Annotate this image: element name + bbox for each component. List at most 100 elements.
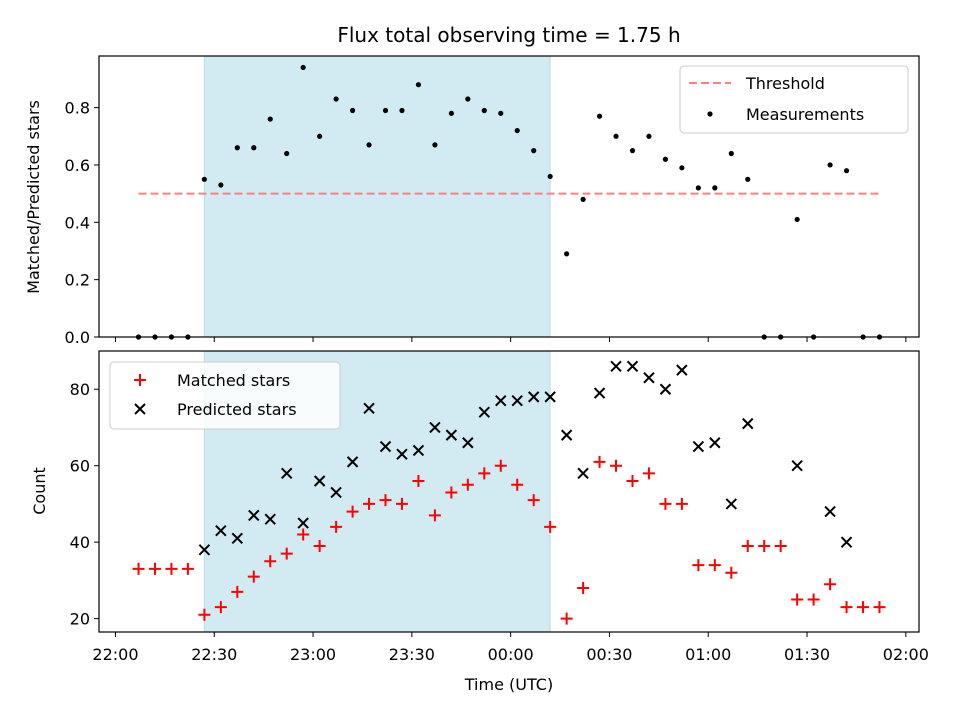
predicted-star-point [659,383,672,395]
measurement-point [349,107,356,114]
bottom-x-ticks: 22:00 22:30 23:00 23:30 00:00 00:30 01:00 01:30… [92,632,929,664]
predicted-star-point [791,459,803,472]
predicted-star-point [445,429,458,441]
matched-star-point [577,582,590,595]
measurement-point [498,110,504,116]
measurement-point [843,168,850,174]
legend-predicted-marker [134,403,146,415]
y-tick-label: 0.8 [65,99,90,118]
x-tick-label: 22:30 [191,645,237,664]
bottom-y-ticks: 20 40 60 80 [70,380,99,629]
matched-star-point [692,559,705,572]
predicted-star-point [330,486,342,499]
measurement-point [481,107,487,114]
measurement-point [547,173,553,180]
y-tick-label: 40 [70,533,90,552]
predicted-star-point [709,437,721,449]
x-tick-label: 01:00 [685,645,731,664]
predicted-star-point [429,421,441,434]
top-panel-series [135,64,883,340]
matched-star-point [857,601,870,614]
matched-star-point [247,570,260,583]
bottom-legend-box [109,361,341,430]
matched-star-point [165,562,178,575]
predicted-star-point [478,406,491,418]
predicted-star-point [495,394,507,407]
measurement-point [596,113,603,119]
measurement-point [415,82,422,88]
measurement-point [514,127,520,134]
measurement-point [366,142,372,148]
predicted-star-point [412,444,425,457]
predicted-star-point [379,440,392,453]
predicted-star-point [297,517,309,529]
matched-star-point [758,539,771,552]
matched-star-point [659,497,672,510]
predicted-star-point [313,475,326,487]
measurement-point [629,148,636,154]
measurement-point [465,96,471,102]
predicted-star-point [215,524,227,537]
top-y-axis-label: Matched/Predicted stars [24,100,43,294]
y-tick-label: 0.6 [65,156,90,175]
matched-star-point [330,520,343,533]
predicted-star-point [610,360,622,373]
measurement-point [234,145,240,151]
measurement-point [695,185,701,191]
matched-star-point [791,593,804,606]
measurement-point [646,133,652,139]
top-panel: 0.00.20.40.60.8 Matched/Predicted stars … [24,55,920,347]
matched-star-point [231,585,244,598]
bottom-legend: Matched stars Predicted stars [109,361,341,430]
matched-star-point [873,601,886,614]
matched-star-point [824,578,837,591]
measurement-point [251,145,257,151]
y-tick-label: 0.2 [65,271,90,290]
matched-star-point [346,505,359,518]
predicted-star-point [742,417,754,430]
matched-star-point [363,497,376,510]
measurement-point [201,176,207,182]
measurement-point [679,165,685,171]
measurement-point [827,162,833,168]
measurement-point [745,176,751,182]
matched-star-point [313,539,326,552]
chart-title: Flux total observing time = 1.75 h [337,23,680,47]
predicted-star-point [544,391,556,403]
predicted-star-point [725,498,737,510]
measurement-point [448,110,454,116]
predicted-star-point [281,467,293,480]
x-tick-label: 02:00 [883,645,929,664]
predicted-star-point [560,429,573,441]
x-axis-label: Time (UTC) [464,675,553,694]
matched-star-point [593,455,606,468]
predicted-star-point [824,505,836,518]
measurement-point [613,133,619,139]
y-tick-label: 0.0 [65,328,90,347]
predicted-star-point [231,532,244,545]
matched-star-point [494,459,507,472]
predicted-star-point [626,360,639,373]
measurement-point [399,107,405,114]
predicted-star-point [577,467,589,480]
measurement-point [662,156,669,162]
x-tick-label: 00:30 [586,645,632,664]
y-tick-label: 20 [70,610,90,629]
legend-threshold-label: Threshold [745,74,825,93]
bottom-y-axis-label: Count [30,467,49,515]
matched-star-point [527,494,540,507]
predicted-star-point [198,544,211,556]
matched-star-point [807,593,820,606]
matched-star-point [395,497,408,510]
top-legend-box [679,65,909,134]
legend-matched-label: Matched stars [177,371,290,390]
predicted-star-point [692,440,705,453]
matched-star-point [214,601,227,614]
matched-star-point [626,474,639,487]
matched-star-point [840,601,853,614]
matched-star-point [478,467,491,480]
y-tick-label: 0.4 [65,213,90,232]
matched-star-point [198,608,211,621]
matched-star-point [445,486,458,499]
